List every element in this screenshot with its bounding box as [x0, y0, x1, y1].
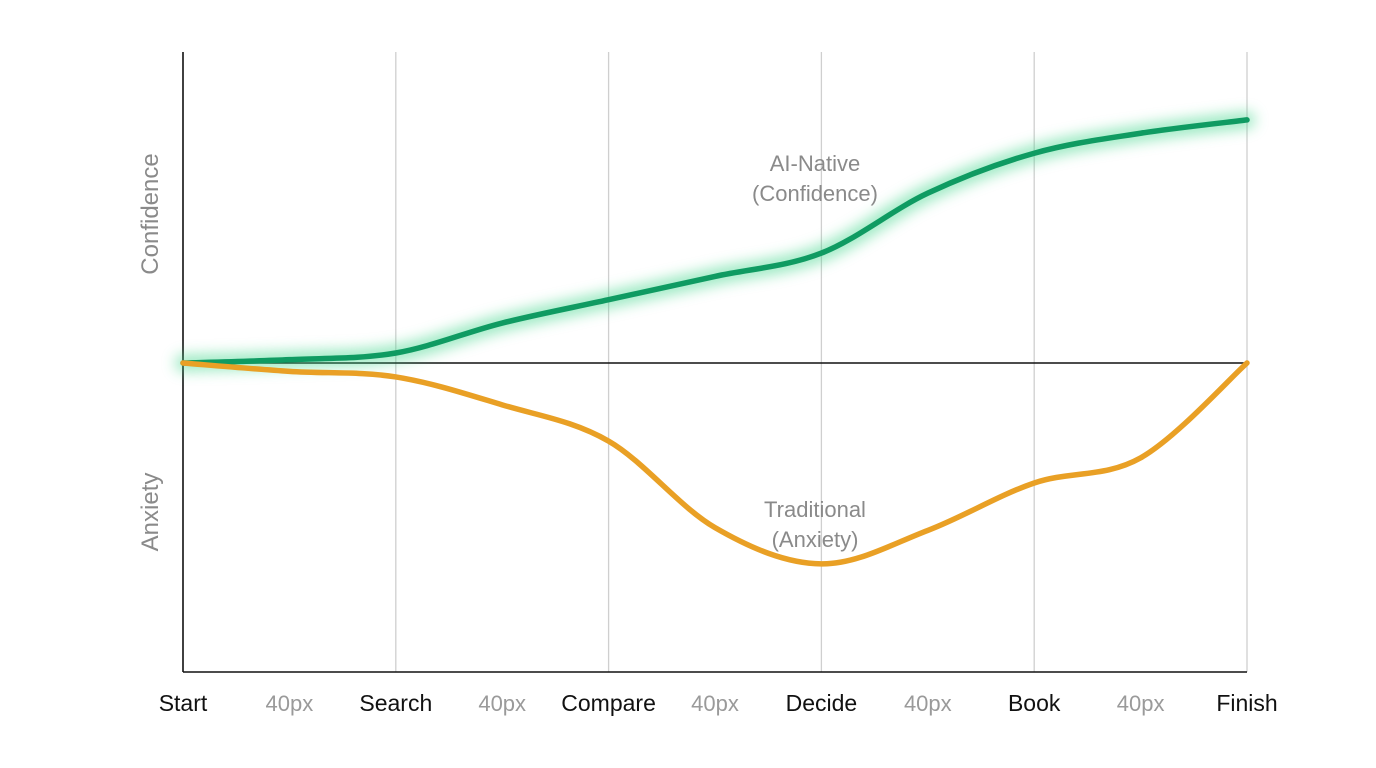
x-gap-label: 40px: [691, 691, 739, 716]
x-tick-label: Finish: [1216, 690, 1277, 716]
x-gap-label: 40px: [904, 691, 952, 716]
y-axis-label-confidence: Confidence: [137, 153, 164, 274]
series-label-line2: (Confidence): [752, 181, 878, 206]
series: [175, 111, 1255, 567]
grid-lines: [395, 52, 1248, 672]
x-tick-label: Compare: [561, 690, 656, 716]
x-gap-label: 40px: [266, 691, 314, 716]
x-tick-label: Start: [159, 690, 208, 716]
labels: AI-Native (Confidence) Traditional (Anxiety…: [137, 151, 1278, 716]
x-gap-label: 40px: [478, 691, 526, 716]
x-tick-label: Search: [359, 690, 432, 716]
traditional-line: [180, 360, 1250, 567]
x-tick-label: Decide: [786, 690, 858, 716]
x-gap-label: 40px: [1117, 691, 1165, 716]
x-tick-label: Book: [1008, 690, 1061, 716]
y-axis-label-anxiety: Anxiety: [137, 473, 164, 552]
series-label-line1: Traditional: [764, 497, 866, 522]
series-label-line2: (Anxiety): [772, 527, 859, 552]
ai-native-line: [180, 117, 1250, 366]
series-label-line1: AI-Native: [770, 151, 860, 176]
series-glow: [175, 111, 1255, 371]
